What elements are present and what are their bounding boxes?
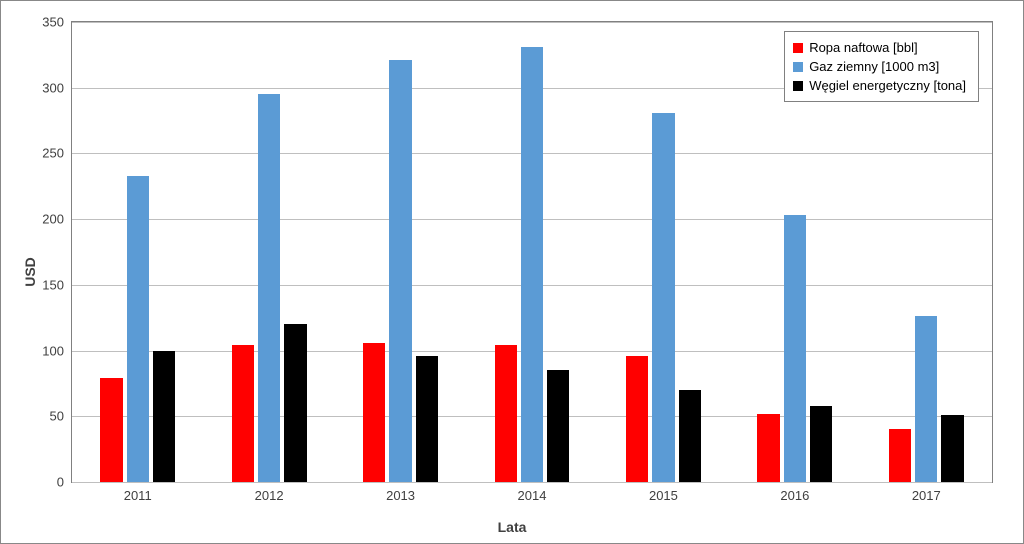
legend-label: Ropa naftowa [bbl] [809,40,917,55]
bar [363,343,385,482]
bar [389,60,411,482]
y-tick-label: 250 [42,146,64,161]
legend-label: Gaz ziemny [1000 m3] [809,59,939,74]
bar [941,415,963,482]
bar [652,113,674,482]
x-tick-label: 2017 [912,488,941,503]
legend-item: Ropa naftowa [bbl] [793,38,966,57]
y-tick-label: 350 [42,15,64,30]
y-tick-label: 200 [42,212,64,227]
bar [100,378,122,482]
gridline [72,482,992,483]
bar [232,345,254,482]
chart-container: 0 50 100 150 200 250 300 350 2011 2012 2013 2014 201… [0,0,1024,544]
bar [626,356,648,482]
gridline [72,22,992,23]
bar [495,345,517,482]
legend-swatch [793,81,803,91]
legend-label: Węgiel energetyczny [tona] [809,78,966,93]
x-axis-title: Lata [498,519,527,535]
y-tick-label: 150 [42,277,64,292]
bar [521,47,543,482]
bar [284,324,306,482]
legend-item: Węgiel energetyczny [tona] [793,76,966,95]
bar [416,356,438,482]
bar [757,414,779,482]
legend-swatch [793,43,803,53]
y-tick-label: 100 [42,343,64,358]
bar [784,215,806,482]
y-tick-label: 0 [57,475,64,490]
x-tick-label: 2016 [780,488,809,503]
bar [889,429,911,482]
x-tick-label: 2012 [255,488,284,503]
bar [153,351,175,482]
y-axis-title: USD [22,257,38,287]
legend: Ropa naftowa [bbl] Gaz ziemny [1000 m3] Wę… [784,31,979,102]
y-tick-label: 50 [50,409,64,424]
y-tick-label: 300 [42,80,64,95]
bar [127,176,149,482]
legend-item: Gaz ziemny [1000 m3] [793,57,966,76]
bar [915,316,937,482]
bar [258,94,280,482]
x-tick-label: 2011 [124,488,152,503]
x-tick-label: 2013 [386,488,415,503]
x-tick-label: 2014 [518,488,547,503]
bar [810,406,832,482]
bar [547,370,569,482]
x-tick-label: 2015 [649,488,678,503]
bar [679,390,701,482]
legend-swatch [793,62,803,72]
